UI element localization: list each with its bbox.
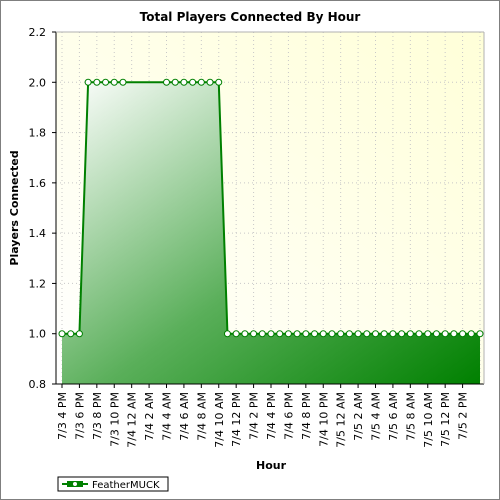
y-tick-labels: 0.8 1.0 1.2 1.4 1.6 1.8 2.0 2.2 <box>29 26 47 391</box>
data-point <box>163 78 170 86</box>
data-point <box>345 330 353 338</box>
data-point <box>189 78 197 86</box>
x-tick-label: 7/4 2 PM <box>248 392 261 440</box>
data-point <box>171 78 179 86</box>
x-tick-label: 7/3 4 PM <box>56 392 69 440</box>
x-tick-label: 7/5 4 AM <box>370 392 383 441</box>
x-tick-label: 7/5 2 PM <box>457 392 470 440</box>
data-point <box>328 330 336 338</box>
y-tick-label: 2.2 <box>29 26 47 39</box>
x-tick-labels: 7/3 4 PM 7/3 6 PM 7/3 8 PM 7/3 10 PM 7/4 12 … <box>56 392 470 448</box>
data-point <box>459 330 467 338</box>
data-point <box>319 330 327 338</box>
x-axis-label: Hour <box>256 459 287 472</box>
data-point <box>380 330 388 338</box>
data-point <box>223 330 231 338</box>
data-point <box>302 330 310 338</box>
x-tick-label: 7/3 8 PM <box>91 392 104 440</box>
y-axis-label: Players Connected <box>8 150 21 265</box>
data-point <box>119 78 127 86</box>
y-tick-label: 1.2 <box>29 277 47 290</box>
y-tick-label: 1.0 <box>29 328 47 341</box>
x-tick-label: 7/5 12 AM <box>335 392 348 448</box>
y-tick-label: 1.8 <box>29 127 47 140</box>
x-tick-label: 7/4 4 PM <box>265 392 278 440</box>
data-point <box>250 330 258 338</box>
data-point <box>84 78 92 86</box>
data-point <box>215 78 223 86</box>
chart-title: Total Players Connected By Hour <box>140 10 361 24</box>
data-point <box>206 78 214 86</box>
data-point <box>311 330 319 338</box>
y-tick-label: 2.0 <box>29 76 47 89</box>
legend-series-name: FeatherMUCK <box>92 480 160 491</box>
x-tick-label: 7/3 6 PM <box>73 392 86 440</box>
data-point <box>180 78 188 86</box>
legend-box <box>57 476 169 492</box>
data-point <box>337 330 345 338</box>
data-point <box>389 330 397 338</box>
series-area <box>62 82 480 385</box>
x-tick-label: 7/5 12 PM <box>439 392 452 447</box>
data-point <box>197 78 205 86</box>
data-point <box>267 330 275 338</box>
x-tick-label: 7/5 10 AM <box>422 392 435 448</box>
data-point <box>467 330 475 338</box>
legend-marker <box>72 481 78 487</box>
data-point <box>75 330 83 338</box>
x-tick-label: 7/5 8 AM <box>404 392 417 441</box>
data-point <box>415 330 423 338</box>
data-point <box>58 330 66 338</box>
x-tick-label: 7/4 10 PM <box>317 392 330 447</box>
data-point <box>450 330 458 338</box>
data-point <box>232 330 240 338</box>
legend: FeatherMUCK <box>57 476 169 492</box>
data-point <box>102 78 110 86</box>
data-point <box>93 78 101 86</box>
series-points <box>58 78 484 338</box>
data-point <box>67 330 75 338</box>
data-point <box>284 330 292 338</box>
data-point <box>432 330 440 338</box>
data-point <box>398 330 406 338</box>
data-point <box>424 330 432 338</box>
data-point <box>363 330 371 338</box>
data-point <box>293 330 301 338</box>
data-point <box>476 330 484 338</box>
x-tick-label: 7/3 10 PM <box>108 392 121 447</box>
y-tick-label: 1.6 <box>29 177 47 190</box>
x-tick-label: 7/5 6 AM <box>387 392 400 441</box>
x-tick-label: 7/4 12 AM <box>126 392 139 448</box>
data-point <box>441 330 449 338</box>
x-tick-label: 7/4 8 AM <box>195 392 208 441</box>
data-point <box>406 330 414 338</box>
data-point <box>354 330 362 338</box>
data-point <box>110 78 118 86</box>
x-tick-label: 7/4 12 PM <box>230 392 243 447</box>
x-tick-label: 7/4 6 AM <box>178 392 191 441</box>
x-tick-label: 7/4 4 AM <box>161 392 174 441</box>
data-point <box>372 330 379 338</box>
data-point <box>258 330 266 338</box>
x-tick-label: 7/4 2 AM <box>143 392 156 441</box>
x-tick-label: 7/4 8 PM <box>300 392 313 440</box>
axes <box>52 31 485 388</box>
data-point <box>241 330 249 338</box>
y-tick-label: 0.8 <box>29 378 47 391</box>
x-tick-label: 7/5 2 AM <box>352 392 365 441</box>
y-tick-label: 1.4 <box>29 227 47 240</box>
x-tick-label: 7/4 6 PM <box>282 392 295 440</box>
x-tick-label: 7/4 10 AM <box>213 392 226 448</box>
data-point <box>276 330 284 338</box>
